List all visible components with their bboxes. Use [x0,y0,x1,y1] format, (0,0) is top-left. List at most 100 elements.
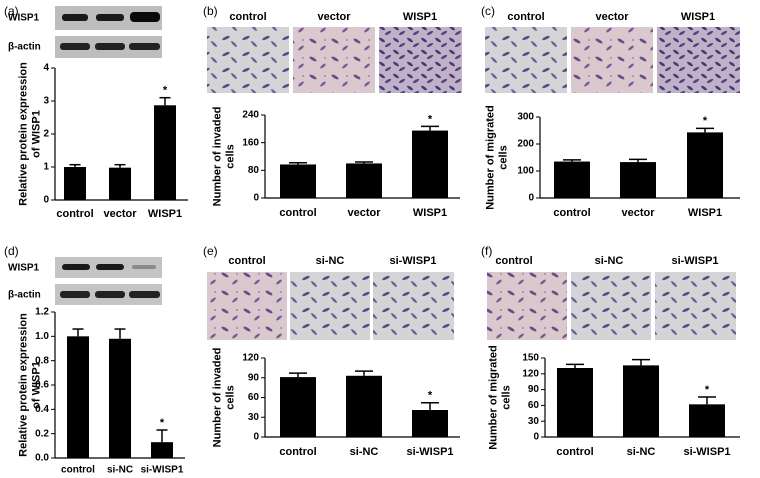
image-label: WISP1 [681,11,715,23]
significance-mark: * [703,115,708,127]
y-tick-label: 0 [43,195,49,206]
x-tick-label: control [56,208,93,220]
y-tick-label: 80 [248,165,260,176]
image-label: vector [317,11,351,23]
significance-mark: * [705,384,710,396]
y-tick-label: 30 [248,412,260,423]
significance-mark: * [428,113,433,125]
y-tick-label: 200 [517,139,534,150]
bar [689,404,725,437]
bar [280,164,316,198]
y-axis-label: of WISP1 [30,361,42,409]
x-tick-label: vector [347,207,381,219]
image-label: control [229,11,266,23]
bar [346,163,382,198]
x-tick-label: control [279,207,316,219]
significance-mark: * [163,85,168,97]
image-label: si-WISP1 [671,255,718,267]
significance-mark: * [428,390,433,402]
y-tick-label: 150 [522,353,539,364]
y-tick-label: 1.0 [35,331,49,342]
y-tick-label: 240 [242,110,259,121]
bar [154,105,176,200]
y-axis-label: Relative protein expression [17,62,29,206]
x-tick-label: si-WISP1 [406,446,453,458]
y-tick-label: 0.2 [35,428,49,439]
x-tick-label: si-NC [107,465,133,476]
y-tick-label: 0.0 [35,453,49,464]
bar [109,338,131,458]
x-tick-label: si-WISP1 [683,446,730,458]
y-axis-label: cells [500,385,512,409]
bar [151,442,173,458]
panel-label: (e) [203,244,218,258]
x-tick-label: si-NC [627,446,656,458]
panel-label: (b) [203,4,218,18]
x-tick-label: control [61,465,95,476]
blot-label: WISP1 [8,13,40,24]
micrographs [485,27,740,93]
y-tick-label: 120 [522,368,539,379]
y-tick-label: 160 [242,137,259,148]
y-axis-label: cells [224,385,236,409]
y-axis-label: cells [224,144,236,168]
western-blot [55,6,162,58]
y-tick-label: 300 [517,112,534,123]
x-tick-label: WISP1 [148,208,182,220]
blot-label: WISP1 [8,263,40,274]
y-tick-label: 2 [43,129,49,140]
image-label: si-NC [595,255,624,267]
panel-label: (a) [4,4,19,18]
y-tick-label: 1 [43,162,49,173]
panel-label: (d) [4,244,19,258]
y-axis-label: cells [497,145,509,169]
y-tick-label: 120 [242,353,259,364]
y-tick-label: 60 [528,400,540,411]
bar [64,167,86,200]
x-tick-label: WISP1 [413,207,447,219]
y-tick-label: 0 [528,193,534,204]
y-tick-label: 0 [253,193,259,204]
bar [557,368,593,437]
y-tick-label: 0 [533,432,539,443]
y-tick-label: 1.2 [35,307,49,318]
bar [346,375,382,437]
x-tick-label: si-NC [350,446,379,458]
micrographs [207,272,454,340]
image-label: si-WISP1 [389,255,436,267]
y-axis-label: Number of migrated [484,105,496,210]
y-tick-label: 4 [43,63,49,74]
bar [554,161,590,198]
panel-label: (f) [481,244,492,258]
y-tick-label: 3 [43,96,49,107]
image-label: vector [595,11,629,23]
x-tick-label: vector [103,208,137,220]
bar [687,132,723,198]
y-axis-label: Number of migrated [487,345,499,450]
western-blot [55,257,162,305]
y-tick-label: 100 [517,166,534,177]
y-axis-label: of WISP1 [30,110,42,158]
bar [67,336,89,458]
image-label: control [495,255,532,267]
x-tick-label: control [556,446,593,458]
y-tick-label: 0 [253,432,259,443]
blot-label: β-actin [8,290,41,301]
image-label: WISP1 [403,11,437,23]
y-axis-label: Number of invaded [211,107,223,207]
panel-label: (c) [481,4,495,18]
y-tick-label: 0.8 [35,355,49,366]
y-tick-label: 90 [248,372,260,383]
micrographs [487,272,736,340]
image-label: control [507,11,544,23]
significance-mark: * [160,417,165,429]
y-tick-label: 0.4 [35,404,49,415]
y-axis-label: Number of invaded [211,348,223,448]
bar [620,162,656,198]
image-label: control [228,255,265,267]
micrographs [207,27,462,93]
y-tick-label: 30 [528,416,540,427]
image-label: si-NC [316,255,345,267]
bar [623,365,659,437]
